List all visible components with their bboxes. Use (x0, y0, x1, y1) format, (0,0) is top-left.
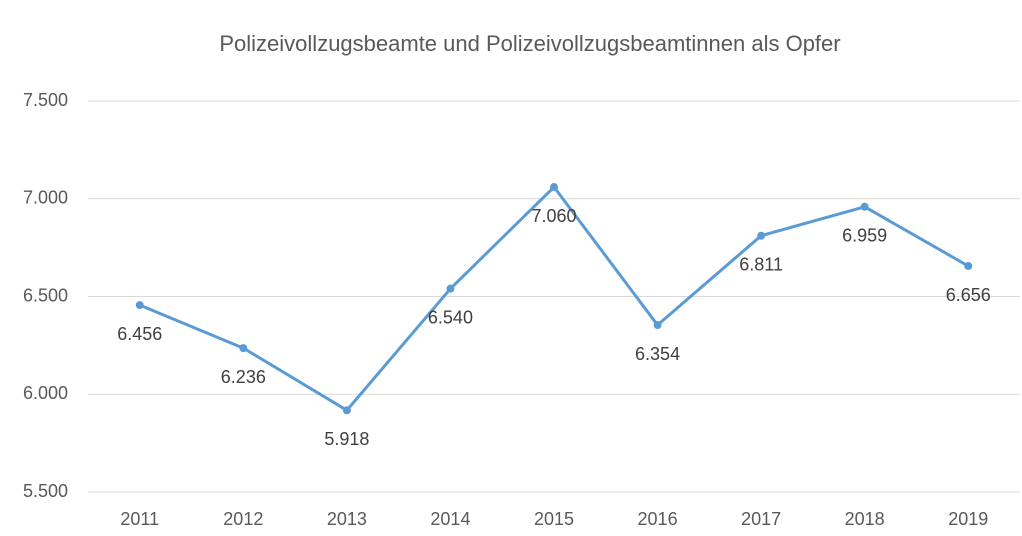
x-tick-label: 2019 (948, 509, 988, 529)
chart-title: Polizeivollzugsbeamte und Polizeivollzug… (219, 31, 840, 56)
y-tick-label: 6.000 (23, 383, 68, 403)
y-tick-label: 7.500 (23, 90, 68, 110)
data-point (446, 284, 455, 293)
data-point (239, 344, 248, 353)
data-label: 6.236 (221, 367, 266, 387)
data-point (342, 406, 351, 415)
data-label: 6.959 (842, 226, 887, 246)
data-point (653, 321, 662, 330)
x-tick-label: 2011 (120, 509, 159, 529)
data-point (135, 301, 144, 310)
data-point (964, 262, 973, 271)
data-point (757, 231, 766, 240)
y-tick-label: 7.000 (23, 188, 68, 208)
x-tick-label: 2013 (327, 509, 367, 529)
data-label: 6.656 (946, 285, 991, 305)
y-tick-label: 5.500 (23, 481, 68, 501)
data-label: 6.540 (428, 307, 473, 327)
data-label: 7.060 (531, 206, 576, 226)
y-tick-label: 6.500 (23, 285, 68, 305)
data-point (860, 202, 869, 211)
data-point (550, 183, 558, 192)
data-label: 6.456 (117, 324, 162, 344)
data-label: 5.918 (324, 429, 369, 449)
x-tick-label: 2018 (845, 509, 885, 529)
x-tick-label: 2015 (534, 509, 574, 529)
data-label: 6.811 (739, 254, 783, 274)
x-tick-label: 2014 (430, 509, 470, 529)
x-tick-label: 2017 (741, 509, 781, 529)
x-tick-label: 2016 (638, 509, 678, 529)
data-label: 6.354 (635, 344, 680, 364)
x-tick-label: 2012 (223, 509, 263, 529)
